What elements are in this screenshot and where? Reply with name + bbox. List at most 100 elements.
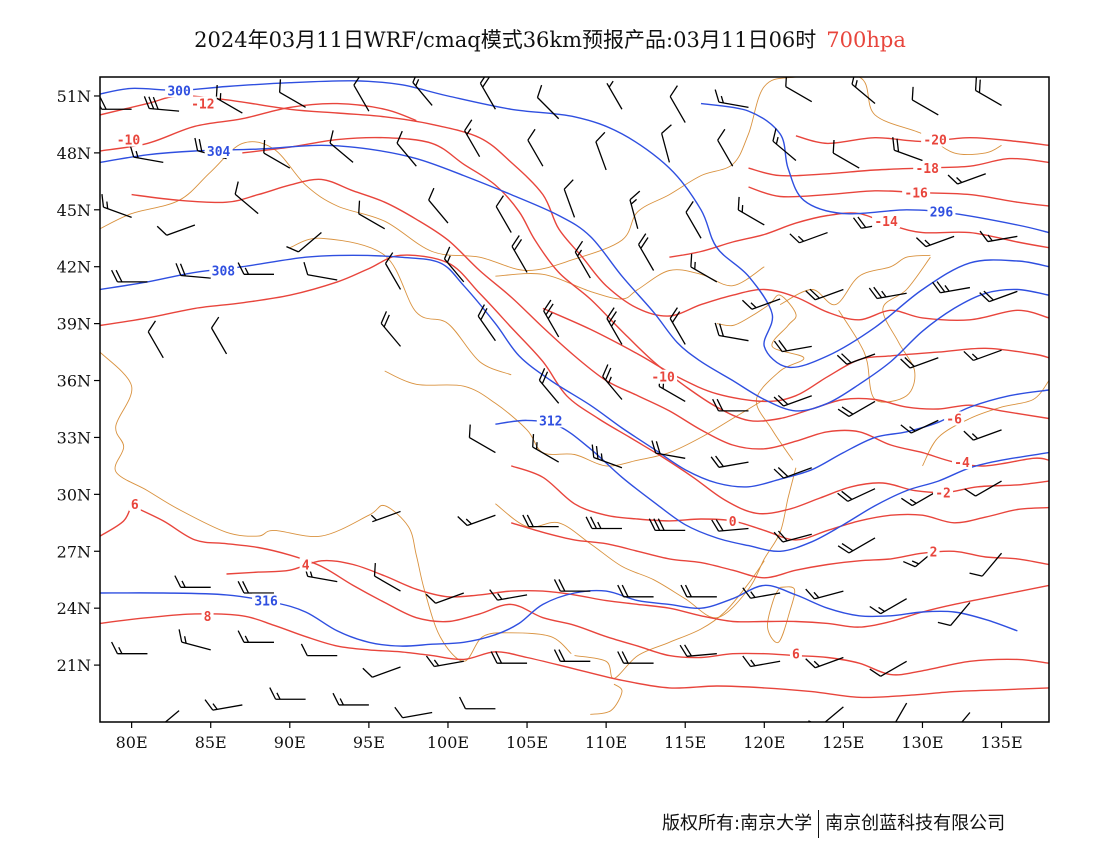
wind-barb — [164, 710, 180, 722]
wind-barb — [638, 233, 655, 271]
wind-barb — [490, 651, 528, 664]
temperature-label-bg — [649, 369, 678, 384]
height-label-bg — [536, 413, 565, 428]
lon-tick-label: 120E — [743, 733, 785, 752]
wind-barbs — [100, 77, 1018, 722]
temperature-contour-label: -14 — [874, 215, 898, 230]
temperature-contour — [131, 178, 1049, 467]
temperature-label-bg — [944, 411, 965, 426]
wind-barb — [808, 706, 844, 722]
boundary-line — [100, 77, 1002, 271]
wind-barb — [111, 269, 148, 283]
temperature-contour-label: 6 — [131, 498, 139, 513]
wind-barb — [669, 307, 686, 345]
map-axes: 51N 48N 45N 42N 39N 36N 33N 30N 27N 24N 21N 80E 85E 9… — [57, 87, 1023, 752]
wind-barb — [617, 584, 654, 598]
wind-barb — [477, 304, 496, 342]
temperature-label-bg — [128, 496, 141, 511]
temperature-contour-label: -20 — [923, 134, 947, 149]
height-contours — [100, 80, 1049, 647]
wind-barb — [742, 655, 781, 668]
lon-tick-label: 125E — [822, 733, 864, 752]
boundary-line — [590, 683, 623, 715]
wind-barb — [527, 128, 544, 167]
wind-barb — [832, 139, 860, 169]
temperature-contour — [100, 254, 1049, 515]
lat-tick-label: 27N — [57, 542, 91, 561]
wind-barb — [175, 263, 211, 279]
lon-tick-label: 110E — [585, 733, 627, 752]
lon-tick-label: 95E — [353, 733, 385, 752]
temperature-label-bg — [726, 513, 739, 528]
temperature-contour — [100, 503, 133, 537]
boundary-line — [779, 254, 931, 306]
temperature-contour-label: -16 — [904, 187, 928, 202]
wind-barb — [772, 128, 797, 161]
wind-barb — [602, 364, 623, 400]
temperature-contour — [510, 522, 1049, 579]
wind-barb — [511, 235, 528, 273]
temperature-contour — [242, 136, 1049, 422]
wind-barb — [111, 641, 148, 655]
wind-barb — [574, 240, 591, 279]
wind-barb — [869, 598, 907, 615]
height-label-bg — [209, 263, 238, 278]
temperature-label-bg — [872, 214, 901, 229]
wind-barb — [358, 200, 386, 230]
title-main: 2024年03月11日WRF/cmaq模式36km预报产品:03月11日06时 — [194, 28, 817, 52]
temperature-contour-label: -18 — [915, 162, 939, 177]
wind-barb — [237, 262, 274, 275]
wind-barb — [495, 195, 512, 233]
temperature-label-bg — [933, 485, 954, 500]
wind-barb — [263, 139, 291, 169]
wind-barb — [805, 288, 844, 301]
height-contour — [100, 144, 1049, 412]
wind-barb — [714, 322, 749, 342]
wind-barb — [773, 467, 812, 479]
height-contour-label: 304 — [207, 145, 231, 160]
wind-barb — [380, 311, 402, 347]
boundary-line — [922, 380, 1049, 467]
wind-barb — [894, 702, 908, 722]
lat-tick-label: 36N — [57, 372, 91, 391]
wind-barb — [837, 537, 876, 554]
wind-barb — [532, 434, 560, 463]
wind-barb — [669, 85, 686, 123]
lat-tick-label: 45N — [57, 201, 91, 220]
wind-barb — [785, 77, 813, 103]
wind-barb — [269, 687, 306, 700]
footer-divider — [818, 810, 820, 838]
temperature-contour-label: 6 — [792, 648, 800, 663]
boundary-line — [289, 237, 512, 376]
height-label-bg — [252, 593, 281, 608]
wind-barb — [837, 400, 876, 417]
height-contour — [100, 254, 1049, 488]
wind-barb — [174, 575, 211, 588]
wind-barb — [412, 77, 433, 106]
wind-barb — [553, 579, 591, 592]
height-contour-label: 308 — [212, 265, 236, 280]
lat-tick-label: 24N — [57, 599, 91, 618]
height-contour-label: 300 — [167, 84, 191, 99]
temperature-contour — [748, 186, 1049, 207]
wind-barb — [963, 349, 1002, 362]
wind-barb — [585, 516, 622, 530]
temperature-contour — [226, 559, 1049, 628]
wind-barb — [538, 368, 560, 404]
height-contour-label: 312 — [539, 414, 562, 429]
wind-barb — [710, 455, 749, 468]
wind-barb — [425, 592, 465, 604]
lon-tick-label: 115E — [664, 733, 706, 752]
wind-barb — [969, 552, 1003, 577]
copyright-owner: 版权所有:南京大学 — [662, 813, 813, 834]
map-title: 2024年03月11日WRF/cmaq模式36km预报产品:03月11日06时 7… — [0, 24, 1100, 54]
lon-tick-label: 130E — [901, 733, 943, 752]
wind-barb — [911, 86, 939, 116]
wind-barb — [900, 419, 939, 434]
temperature-contour-label: 4 — [302, 559, 310, 574]
wind-barb — [468, 424, 496, 454]
wind-barb — [237, 581, 274, 594]
temperature-contour-label: -10 — [651, 371, 675, 386]
temperature-label-bg — [927, 544, 940, 559]
